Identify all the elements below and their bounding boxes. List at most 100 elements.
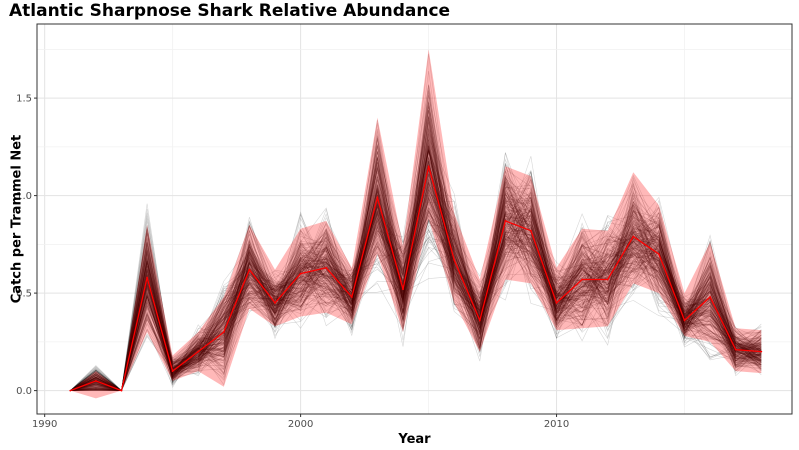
mean-point — [248, 268, 251, 271]
sample-line — [70, 119, 762, 392]
mean-point — [171, 370, 174, 372]
sample-line — [70, 193, 762, 391]
sample-line — [70, 93, 762, 391]
sample-line — [70, 110, 762, 392]
sample-line — [70, 167, 762, 391]
sample-line — [70, 109, 762, 391]
sample-line — [70, 138, 762, 391]
sample-line — [70, 121, 762, 392]
sample-line — [70, 182, 762, 392]
sample-line — [70, 146, 762, 391]
sample-line — [70, 168, 762, 391]
sample-line — [70, 142, 762, 391]
sample-line — [70, 159, 762, 391]
sample-line — [70, 88, 762, 392]
sample-line — [70, 126, 762, 392]
sample-line — [70, 206, 762, 391]
sample-line — [70, 152, 762, 391]
y-tick-label: 1.0 — [16, 191, 32, 202]
sample-line — [70, 194, 762, 391]
x-tick-label: 2000 — [288, 419, 313, 430]
sample-line — [70, 137, 762, 392]
sample-line — [70, 193, 762, 391]
sample-line — [70, 182, 762, 391]
sample-line — [70, 196, 762, 391]
sample-line — [70, 152, 762, 391]
sample-line — [70, 180, 762, 391]
mean-point — [504, 220, 507, 222]
sample-line — [70, 198, 762, 392]
mean-point — [197, 350, 200, 353]
sample-line — [70, 173, 762, 392]
sample-line — [70, 175, 762, 391]
sample-line — [70, 85, 762, 392]
sample-line — [70, 187, 762, 392]
sample-line — [70, 162, 762, 392]
sample-line — [70, 130, 762, 391]
sample-line — [70, 120, 762, 391]
mean-point — [350, 296, 353, 298]
sample-line — [70, 192, 762, 391]
sample-line — [70, 149, 762, 391]
y-tick-label: 0.0 — [16, 386, 32, 397]
sample-line — [70, 166, 762, 391]
sample-line — [70, 173, 762, 391]
sample-line — [70, 187, 762, 391]
sample-line — [70, 191, 762, 392]
sample-line — [70, 197, 762, 392]
sample-line — [70, 143, 762, 391]
sample-line — [70, 197, 762, 391]
mean-point — [402, 288, 404, 291]
sample-line — [70, 132, 762, 392]
sample-line — [70, 135, 762, 391]
sample-line — [70, 145, 762, 391]
sample-line — [70, 203, 762, 392]
sample-line — [70, 161, 762, 392]
sample-line — [70, 160, 762, 392]
sample-line — [70, 145, 762, 392]
sample-line — [70, 116, 762, 392]
sample-line — [70, 192, 762, 391]
sample-line — [70, 106, 762, 392]
sample-line — [70, 217, 762, 392]
sample-line — [70, 151, 762, 392]
mean-point — [95, 380, 97, 382]
y-tick-label: 1.5 — [16, 94, 32, 105]
sample-line — [70, 145, 762, 392]
sample-line — [70, 137, 762, 391]
sample-line — [70, 179, 762, 392]
sample-line — [70, 115, 762, 392]
sample-line — [70, 126, 762, 391]
sample-line — [70, 169, 762, 392]
sample-line — [70, 197, 762, 391]
sample-line — [70, 104, 762, 392]
sample-line — [70, 176, 762, 392]
sample-line — [70, 131, 762, 392]
sample-line — [70, 139, 762, 392]
sample-line — [70, 147, 762, 392]
sample-line — [70, 158, 762, 392]
sample-line — [70, 145, 762, 391]
sample-line — [70, 164, 762, 392]
sample-line — [70, 203, 762, 391]
sample-line — [70, 188, 762, 391]
sample-line — [70, 110, 762, 391]
sample-line — [70, 129, 762, 391]
mean-point — [299, 272, 302, 275]
sample-line — [70, 166, 762, 392]
sample-line — [70, 150, 762, 391]
sample-line — [70, 161, 762, 392]
axes: 1990 2000 2010 0.0 0.5 1.0 1.5 — [16, 94, 569, 430]
sample-line — [70, 152, 762, 391]
sample-line — [70, 118, 762, 392]
sample-line — [70, 184, 762, 391]
sample-line — [70, 139, 762, 392]
sample-line — [70, 178, 762, 392]
mean-point — [376, 196, 379, 199]
sample-line — [70, 102, 762, 392]
mean-point — [734, 348, 737, 351]
sample-line — [70, 166, 762, 392]
sample-line — [70, 198, 762, 391]
y-tick-label: 0.5 — [16, 289, 32, 300]
sample-line — [70, 107, 762, 392]
